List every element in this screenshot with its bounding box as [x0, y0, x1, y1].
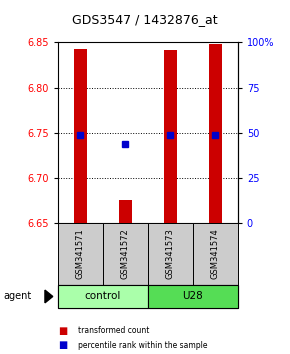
Text: GDS3547 / 1432876_at: GDS3547 / 1432876_at — [72, 13, 218, 26]
Bar — [58, 223, 103, 285]
Text: GSM341572: GSM341572 — [121, 229, 130, 279]
Bar — [74, 49, 87, 223]
Bar — [209, 44, 222, 223]
Bar — [164, 50, 177, 223]
Text: GSM341574: GSM341574 — [211, 229, 220, 279]
Polygon shape — [45, 290, 53, 303]
Text: transformed count: transformed count — [78, 326, 150, 336]
Bar — [103, 223, 148, 285]
Text: GSM341573: GSM341573 — [166, 229, 175, 279]
Bar — [193, 223, 238, 285]
Text: ■: ■ — [58, 340, 67, 350]
Text: percentile rank within the sample: percentile rank within the sample — [78, 341, 208, 350]
Bar — [119, 200, 132, 223]
Text: ■: ■ — [58, 326, 67, 336]
Text: U28: U28 — [182, 291, 203, 302]
Text: GSM341571: GSM341571 — [76, 229, 85, 279]
Bar — [148, 223, 193, 285]
Bar — [58, 285, 148, 308]
Text: control: control — [85, 291, 121, 302]
Text: agent: agent — [3, 291, 31, 302]
Bar — [148, 285, 238, 308]
